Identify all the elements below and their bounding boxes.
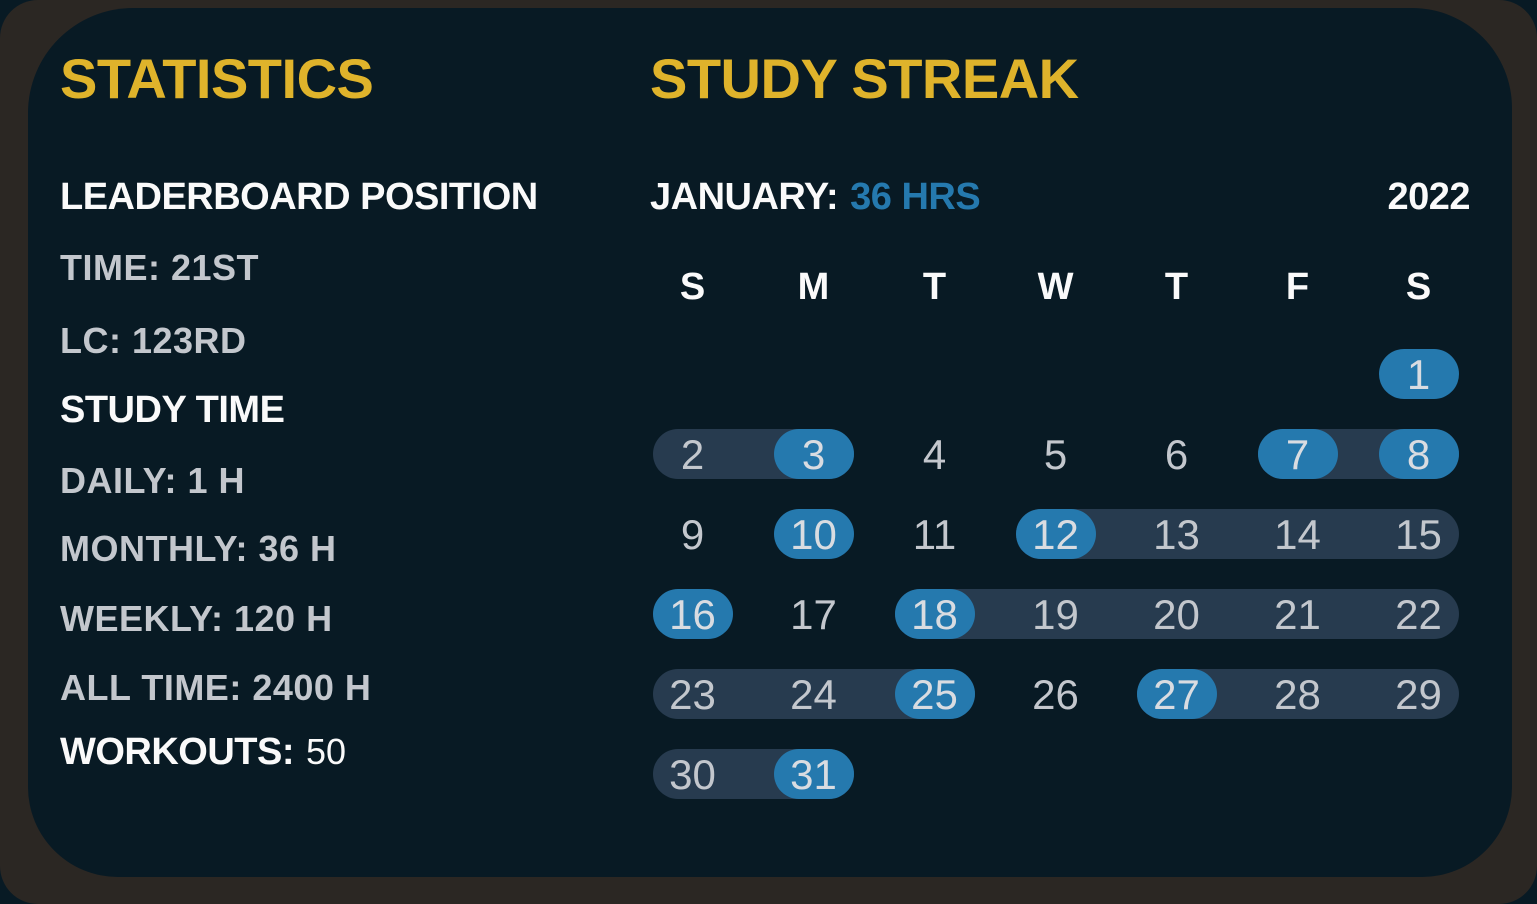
study-time-heading: STUDY TIME: [60, 389, 285, 431]
stat-line-time: TIME: 21ST: [60, 247, 260, 288]
day-header: F: [1285, 266, 1310, 308]
calendar-day: 16: [669, 591, 716, 638]
studied-day-pill: [1257, 429, 1338, 479]
statistics-title: STATISTICS: [60, 47, 374, 110]
calendar-day: 13: [1153, 511, 1200, 558]
calendar-day: 9: [680, 511, 705, 558]
studied-day-pill: [1136, 669, 1217, 719]
calendar-day: 15: [1395, 511, 1442, 558]
studied-day-pill: [1378, 429, 1459, 479]
calendar-row: 30 31: [632, 749, 1479, 799]
stat-line-daily: DAILY: 1 H: [60, 460, 246, 501]
calendar-day: 23: [669, 671, 716, 718]
stat-line-weekly: WEEKLY: 120 H: [60, 598, 333, 639]
calendar-day: 18: [911, 591, 958, 638]
stat-line-monthly: MONTHLY: 36 H: [60, 528, 337, 569]
calendar-row: 2 3 4 5 6 7 8: [632, 429, 1479, 479]
stat-line-lc: LC: 123RD: [60, 320, 247, 361]
calendar-day: 1: [1406, 351, 1431, 398]
month-summary: JANUARY: 36 HRS: [650, 176, 981, 218]
study-streak-title: STUDY STREAK: [650, 47, 1079, 110]
calendar-day: 10: [790, 511, 837, 558]
studied-day-pill: [652, 589, 733, 639]
studied-day-pill: [773, 429, 854, 479]
year-label: 2022: [1387, 176, 1470, 218]
month-hours: 36 HRS: [850, 176, 981, 218]
calendar-row: 16 17 18 19 20 21 22: [632, 589, 1479, 639]
calendar-day: 27: [1153, 671, 1200, 718]
calendar-day: 21: [1274, 591, 1321, 638]
day-header: M: [797, 266, 830, 308]
calendar-day: 22: [1395, 591, 1442, 638]
calendar-row: 1: [632, 349, 1479, 399]
calendar-day: 8: [1406, 431, 1431, 478]
studied-day-pill: [894, 589, 975, 639]
workouts-value: 50: [306, 731, 347, 772]
workouts-label: WORKOUTS:: [60, 731, 295, 773]
studied-day-pill: [773, 749, 854, 799]
calendar-day: 30: [669, 751, 716, 798]
calendar-row: 23 24 25 26 27 28 29: [632, 669, 1479, 719]
day-header: S: [1405, 266, 1432, 308]
calendar-day: 19: [1032, 591, 1079, 638]
day-header: T: [922, 266, 947, 308]
calendar-grid: 1 2 3 4 5 6 7 8 9 10 11 12 13 14 15 16 17 18 19 20 21 22 23 24 2…: [632, 349, 1479, 799]
studied-day-pill: [773, 509, 854, 559]
studied-day-pill: [1378, 349, 1459, 399]
day-header: T: [1164, 266, 1189, 308]
calendar-day: 12: [1032, 511, 1079, 558]
workouts-line: WORKOUTS: 50: [60, 733, 346, 771]
stats-card: STATISTICS LEADERBOARD POSITION TIME: 21…: [28, 8, 1512, 877]
calendar-day: 29: [1395, 671, 1442, 718]
stat-line-alltime: ALL TIME: 2400 H: [60, 667, 372, 708]
calendar-day: 25: [911, 671, 958, 718]
calendar-day: 28: [1274, 671, 1321, 718]
calendar-day: 3: [801, 431, 826, 478]
calendar-day: 26: [1032, 671, 1079, 718]
calendar-day: 31: [790, 751, 837, 798]
studied-day-pill: [1015, 509, 1096, 559]
day-header: W: [1037, 266, 1074, 308]
calendar-day: 11: [912, 511, 957, 558]
streak-band: [894, 589, 1459, 639]
calendar-day: 17: [790, 591, 837, 638]
calendar-row: 9 10 11 12 13 14 15: [632, 509, 1479, 559]
leaderboard-heading: LEADERBOARD POSITION: [60, 176, 538, 218]
calendar-day: 20: [1153, 591, 1200, 638]
calendar-day: 24: [790, 671, 837, 718]
studied-day-pill: [894, 669, 975, 719]
month-label: JANUARY:: [650, 176, 839, 218]
calendar-day: 5: [1043, 431, 1068, 478]
calendar-day: 2: [680, 431, 705, 478]
calendar-day: 4: [922, 431, 947, 478]
calendar-day: 6: [1164, 431, 1189, 478]
calendar-day: 14: [1274, 511, 1321, 558]
calendar-day: 7: [1285, 431, 1310, 478]
day-header: S: [679, 266, 706, 308]
